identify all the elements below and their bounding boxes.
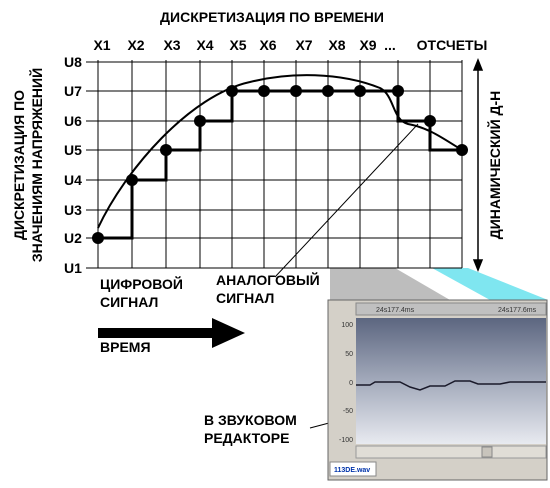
amp-label: -50 [343,408,353,415]
waveform [356,380,546,391]
editor-label: В ЗВУКОВОМ [204,412,297,428]
u-labels: U8 U7 U6 U5 U4 U3 U2 U1 [64,54,82,276]
digital-steps [98,89,462,240]
file-tab[interactable] [329,461,377,477]
x-labels: X1 X2 X3 X4 X5 X6 X7 X8 X9 ... ОТСЧЕТЫ [93,37,487,53]
u-label: U8 [64,54,82,70]
x-label: X1 [93,37,110,53]
time-mark: 24s177.6ms [498,307,537,314]
u-label: U6 [64,113,82,129]
title: ДИСКРЕТИЗАЦИЯ ПО ВРЕМЕНИ [160,9,384,25]
x-label: X9 [359,37,376,53]
range-arrow [472,57,484,273]
time-ruler [355,302,547,316]
digital-label: ЦИФРОВОЙ [100,275,183,292]
scroll-thumb[interactable] [481,446,493,458]
analog-label: СИГНАЛ [216,290,274,306]
x-label: X4 [196,37,213,53]
time-label: ВРЕМЯ [100,339,151,355]
analog-leader [274,123,419,278]
left-label: ДИСКРЕТИЗАЦИЯ ПО [11,90,27,240]
x-label: ... [384,37,396,53]
u-label: U3 [64,202,82,218]
time-mark: 24s177.4ms [376,307,415,314]
u-label: U4 [64,172,82,188]
beam-cyan [432,268,548,300]
beam-gray [330,268,450,300]
scrollbar[interactable] [355,445,547,459]
right-label: ДИНАМИЧЕСКИЙ Д-Н [486,91,503,240]
x-label: X3 [163,37,180,53]
waveform-area [356,318,546,444]
x-label: X6 [259,37,276,53]
u-label: U2 [64,230,82,246]
file-name: 113DE.wav [334,467,370,474]
sound-editor-inset: 24s177.4ms 24s177.6ms 100 50 0 -50 -100 … [327,299,548,481]
u-label: U7 [64,83,82,99]
x-label: X2 [127,37,144,53]
digital-label: СИГНАЛ [100,294,158,310]
editor-label: РЕДАКТОРЕ [204,430,289,446]
analog-label: АНАЛОГОВЫЙ [216,271,320,288]
left-label: ЗНАЧЕНИЯМ НАПРЯЖЕНИЙ [28,68,45,262]
analog-curve [97,74,463,229]
u-label: U5 [64,142,82,158]
amp-label: -100 [339,437,353,444]
sample-dots [92,85,468,244]
time-arrow [98,318,245,348]
amp-label: 100 [341,322,353,329]
x-label: ОТСЧЕТЫ [417,37,488,53]
x-label: X7 [295,37,312,53]
u-label: U1 [64,260,82,276]
amp-label: 0 [349,380,353,387]
amp-label: 50 [345,351,353,358]
x-label: X5 [229,37,246,53]
x-label: X8 [328,37,345,53]
